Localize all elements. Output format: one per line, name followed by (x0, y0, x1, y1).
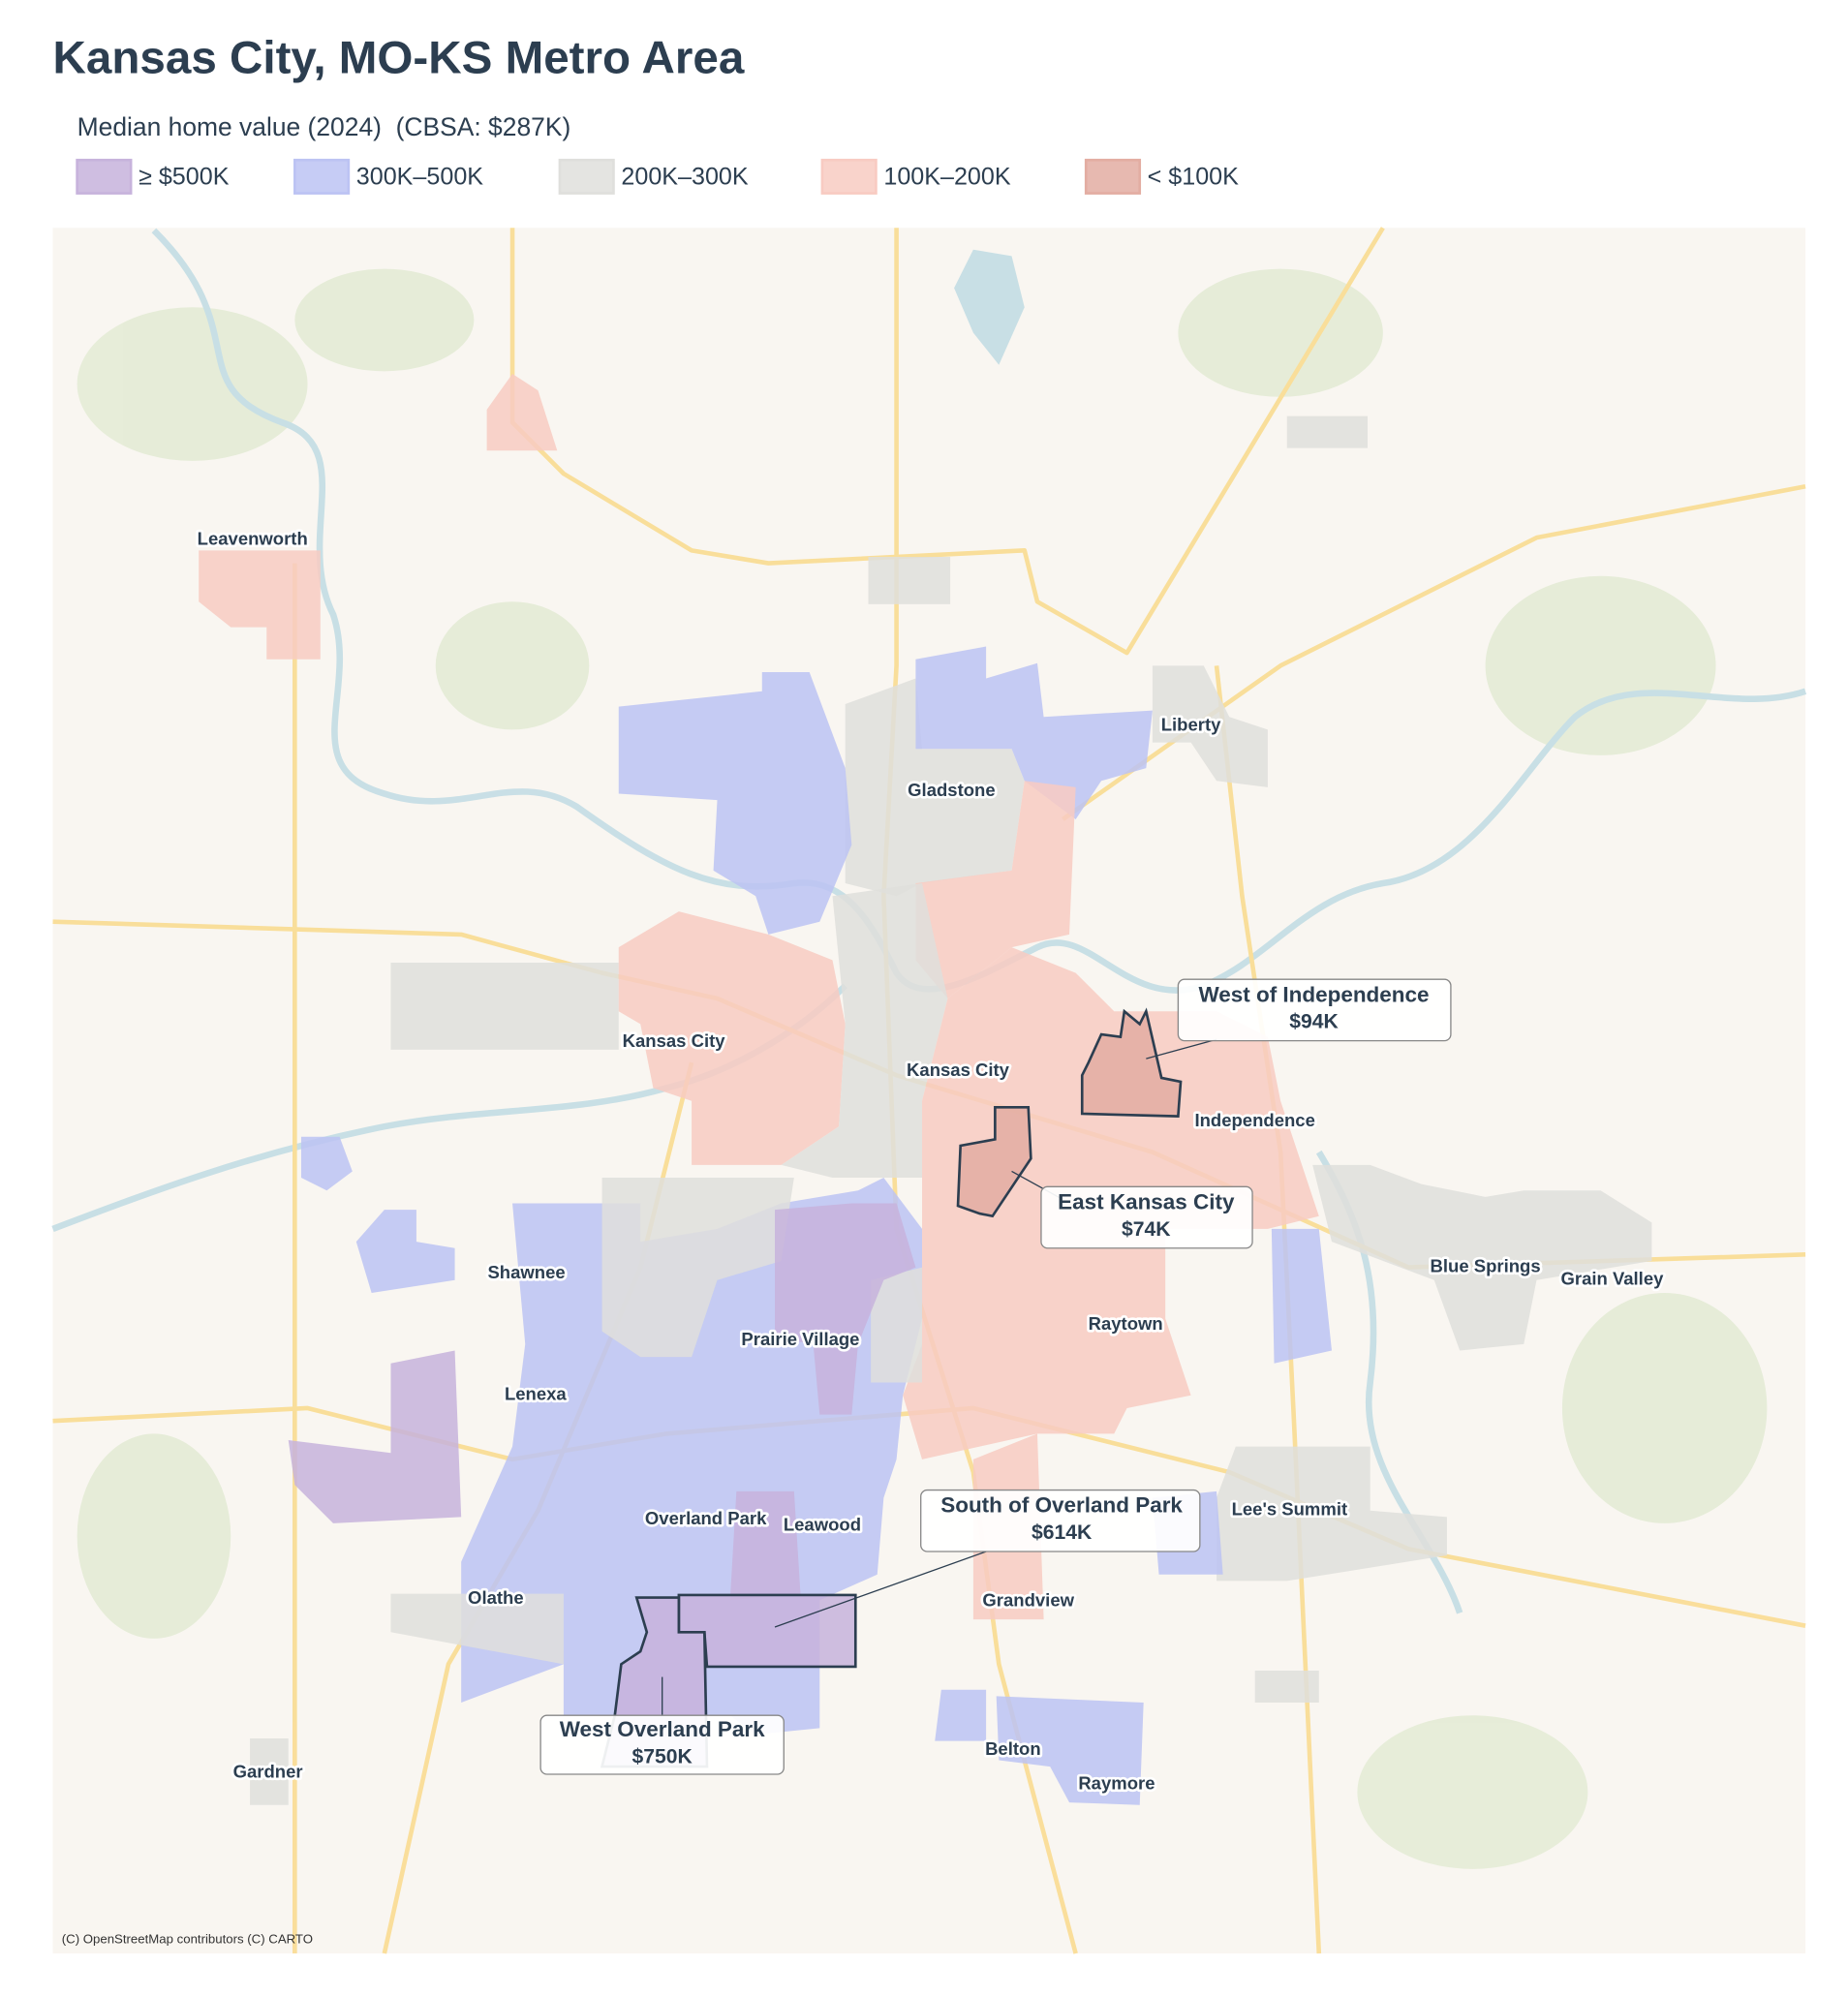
region (300, 1136, 353, 1191)
callouts (539, 978, 1452, 1775)
region (845, 678, 1025, 897)
highlight-region (1080, 1007, 1183, 1118)
region (781, 883, 948, 1179)
region (288, 1350, 462, 1523)
subtitle: Median home value (2024) (CBSA: $287K) (77, 112, 571, 141)
place-label: Liberty (1161, 714, 1221, 734)
region (1286, 415, 1369, 448)
place-label: Leawood (784, 1514, 861, 1534)
place-label: Independence (1194, 1110, 1314, 1130)
callout-name: South of Overland Park (940, 1493, 1183, 1518)
region (915, 646, 1153, 819)
highlight-region (956, 1106, 1032, 1218)
region (1152, 665, 1268, 787)
callout-name: West of Independence (1198, 982, 1429, 1006)
legend-label: ≥ $500K (139, 163, 230, 190)
lake (954, 249, 1025, 365)
region (871, 1267, 923, 1383)
place-label: Leavenworth (198, 529, 308, 549)
place-label: Raymore (1078, 1772, 1155, 1793)
callout-value: $614K (1032, 1521, 1093, 1544)
leader-line (1146, 1038, 1217, 1060)
place-label: Grandview (982, 1589, 1074, 1610)
region (729, 1490, 801, 1601)
region (1254, 1670, 1319, 1703)
legend-label: 300K–500K (356, 163, 484, 190)
place-label: Overland Park (645, 1508, 767, 1528)
place-label: Blue Springs (1431, 1255, 1541, 1275)
attribution: (C) OpenStreetMap contributors (C) CARTO (62, 1931, 313, 1946)
region (1312, 1164, 1652, 1351)
legend-label: 200K–300K (621, 163, 749, 190)
callout-box (1177, 978, 1452, 1042)
title: Kansas City, MO-KS Metro Area (53, 32, 745, 83)
region (935, 1689, 987, 1741)
place-label: Belton (985, 1738, 1041, 1759)
region (1217, 1446, 1447, 1582)
region (996, 1696, 1144, 1805)
region (618, 911, 846, 1165)
callout-box (920, 1489, 1201, 1552)
leader-line (774, 1551, 987, 1628)
legend-swatch (820, 158, 878, 195)
place-label: Kansas City (907, 1060, 1010, 1080)
region (775, 1203, 916, 1415)
place-label: Raytown (1089, 1313, 1163, 1334)
callout-value: $750K (632, 1745, 693, 1767)
callout-box (539, 1714, 785, 1775)
region (199, 550, 321, 660)
region (390, 962, 619, 1050)
place-label: Lenexa (505, 1384, 567, 1404)
green-areas (77, 268, 1768, 1869)
place-label: Prairie Village (741, 1329, 859, 1349)
region (390, 1593, 564, 1665)
legend-label: < $100K (1148, 163, 1239, 190)
region (868, 556, 951, 604)
place-label: Shawnee (487, 1262, 565, 1282)
place-label: Lee's Summit (1232, 1499, 1348, 1520)
callout-box (1040, 1185, 1253, 1249)
callout-name: West Overland Park (560, 1717, 765, 1741)
place-labels: Leavenworth Liberty Gladstone Kansas Cit… (195, 526, 1667, 1796)
place-label: Kansas City (623, 1030, 726, 1051)
place-label: Grain Valley (1560, 1269, 1664, 1289)
legend-swatch (558, 158, 615, 195)
region (486, 373, 558, 451)
place-label: Olathe (468, 1587, 524, 1608)
region (618, 671, 852, 935)
legend-swatch (1084, 158, 1142, 195)
legend-swatch (293, 158, 351, 195)
callout-texts: West of Independence $94K East Kansas Ci… (560, 982, 1430, 1767)
place-label: Gladstone (908, 780, 995, 800)
callout-value: $94K (1289, 1011, 1339, 1033)
callout-value: $74K (1122, 1218, 1171, 1241)
region (355, 1210, 455, 1294)
callout-name: East Kansas City (1058, 1189, 1235, 1214)
region (601, 1178, 794, 1358)
place-label: Gardner (233, 1762, 303, 1782)
region (915, 781, 1076, 998)
legend-label: 100K–200K (883, 163, 1011, 190)
legend: ≥ $500K 300K–500K 200K–300K 100K–200K < $100… (76, 158, 1239, 195)
legend-swatch (76, 158, 133, 195)
river (151, 228, 1807, 994)
region (250, 1737, 289, 1805)
region (1271, 1228, 1332, 1364)
